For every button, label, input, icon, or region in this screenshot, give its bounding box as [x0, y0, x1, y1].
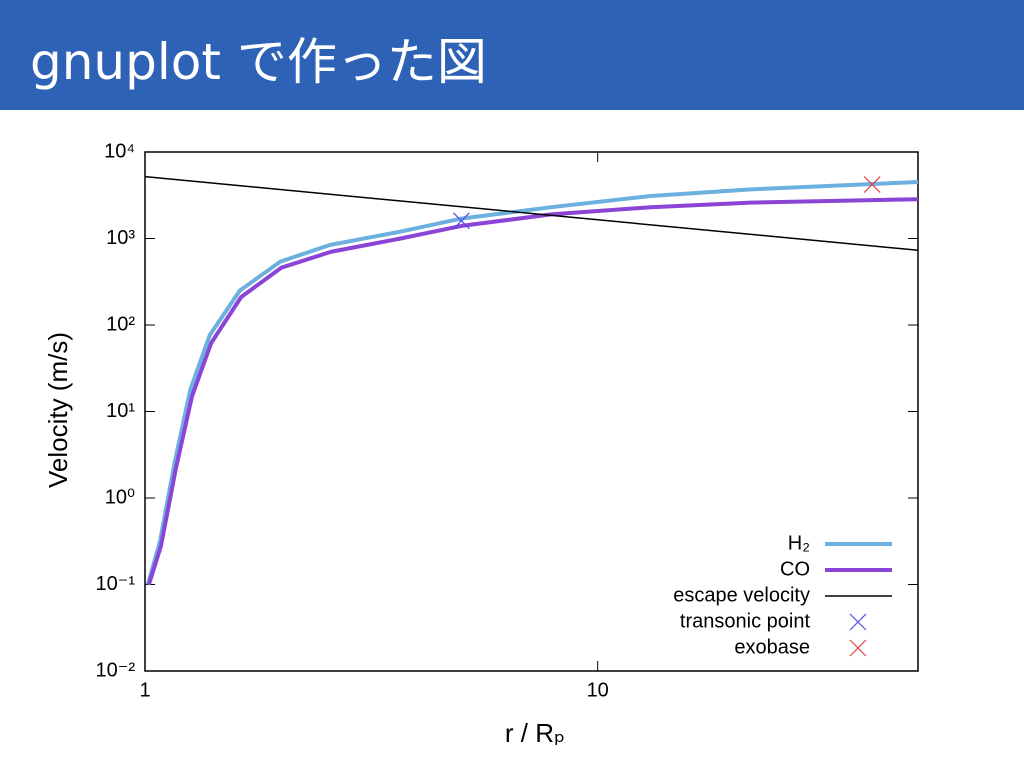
- legend-label: exobase: [734, 636, 810, 658]
- y-tick-label: 10⁰: [105, 486, 135, 508]
- y-tick-label: 10⁻¹: [96, 573, 136, 595]
- legend-label: H₂: [788, 532, 810, 554]
- marker: [863, 176, 881, 194]
- y-tick-label: 10³: [106, 227, 135, 249]
- y-tick-label: 10⁴: [104, 140, 135, 162]
- y-axis-label: Velocity (m/s): [43, 332, 73, 488]
- series-line: [145, 180, 919, 586]
- y-tick-label: 10²: [106, 313, 135, 335]
- slide-title: gnuplot で作った図: [30, 33, 487, 91]
- series-line: [144, 175, 919, 252]
- legend-label: transonic point: [680, 610, 811, 632]
- x-axis-label: r / Rₚ: [505, 718, 565, 748]
- marker: [452, 212, 470, 230]
- marker: [849, 613, 867, 631]
- header: gnuplot で作った図: [0, 0, 1024, 110]
- y-tick-label: 10¹: [106, 400, 135, 422]
- legend-label: escape velocity: [673, 584, 810, 606]
- x-tick-label: 10: [587, 679, 609, 701]
- chart: r / Rₚ Velocity (m/s) 10⁻² 10⁻¹ 10⁰ 10¹ 10² 1…: [43, 140, 919, 748]
- x-tick-label: 1: [139, 679, 150, 701]
- y-tick-label: 10⁻²: [96, 659, 136, 681]
- series-line: [146, 197, 919, 586]
- legend-label: CO: [780, 558, 810, 580]
- marker: [849, 639, 867, 657]
